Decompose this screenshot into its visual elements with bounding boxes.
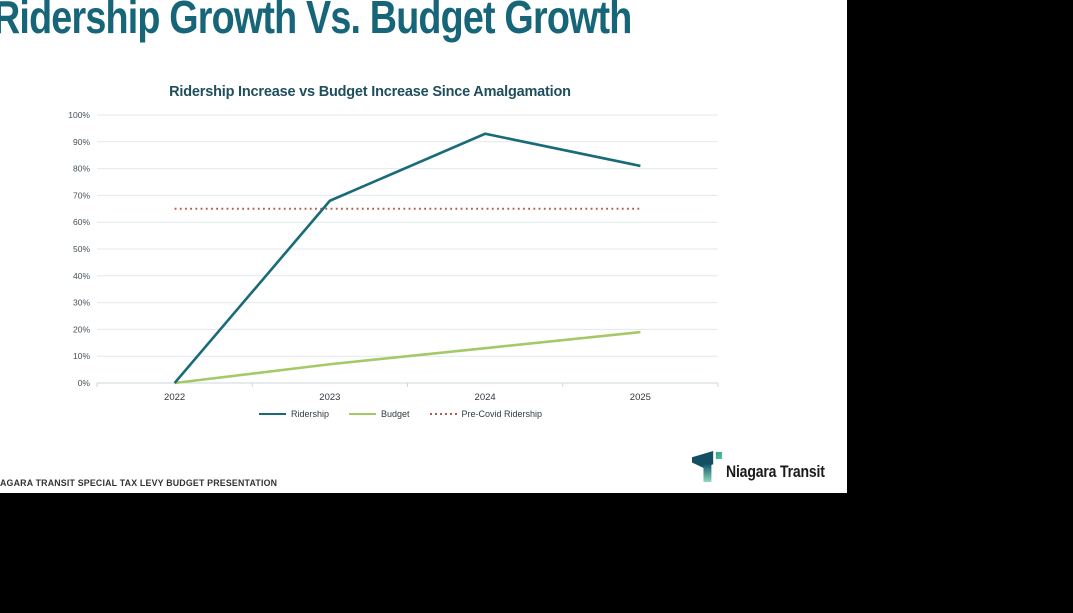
slide-title: Ridership Growth Vs. Budget Growth: [0, 0, 632, 43]
y-axis-tick-label: 50%: [73, 244, 90, 254]
y-axis-tick-label: 0%: [78, 378, 91, 388]
x-axis-category-label: 2023: [319, 392, 340, 403]
ridership-line-marker-icon: [258, 412, 286, 416]
y-axis-tick-label: 80%: [73, 164, 90, 174]
chart-legend: Ridership Budget Pre-Covid Ridership: [97, 409, 718, 419]
x-axis-category-label: 2022: [164, 392, 185, 403]
legend-item-pre-covid-ridership: Pre-Covid Ridership: [429, 409, 543, 419]
niagara-transit-logo: Niagara Transit: [692, 450, 842, 483]
x-axis-category-label: 2025: [630, 392, 651, 403]
y-axis-tick-label: 30%: [73, 298, 90, 308]
legend-label-pre-covid-ridership: Pre-Covid Ridership: [461, 409, 543, 419]
series-line-ridership: [173, 132, 641, 384]
chart-title: Ridership Increase vs Budget Increase Si…: [169, 84, 571, 100]
y-axis-tick-label: 10%: [73, 351, 90, 361]
chart-plot-area: 0% 10% 20% 30% 40% 50% 60% 70% 80% 90% 100% 2022 202…: [68, 110, 719, 403]
pre-covid-dotted-marker-icon: [429, 413, 457, 415]
legend-item-ridership: Ridership: [258, 409, 329, 419]
y-axis-tick-label: 60%: [73, 217, 90, 227]
y-axis-tick-label: 70%: [73, 190, 90, 200]
presentation-slide: Ridership Growth Vs. Budget Growth Rider…: [0, 0, 847, 493]
legend-label-ridership: Ridership: [290, 409, 329, 419]
y-axis-tick-label: 40%: [73, 271, 90, 281]
series-line-budget: [174, 330, 641, 385]
legend-label-budget: Budget: [380, 409, 410, 419]
legend-item-budget: Budget: [348, 409, 410, 419]
x-axis-category-label: 2024: [475, 392, 496, 403]
logo-text: Niagara Transit: [726, 463, 825, 481]
y-axis-tick-label: 20%: [73, 324, 90, 334]
y-axis-tick-label: 90%: [73, 137, 90, 147]
footer-presentation-caption: AGARA TRANSIT SPECIAL TAX LEVY BUDGET PR…: [0, 478, 278, 488]
y-axis-tick-label: 100%: [68, 110, 90, 120]
budget-line-marker-icon: [348, 412, 376, 416]
niagara-transit-logo-icon: [692, 451, 722, 482]
